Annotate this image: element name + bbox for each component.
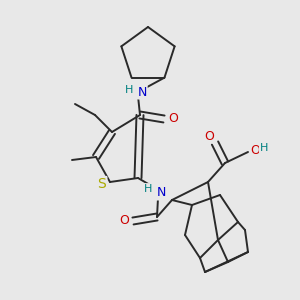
Text: O: O — [119, 214, 129, 227]
Text: S: S — [98, 177, 106, 191]
Text: H: H — [125, 85, 133, 95]
Text: O: O — [250, 143, 260, 157]
Text: O: O — [168, 112, 178, 125]
Text: H: H — [260, 143, 268, 153]
Text: H: H — [144, 184, 152, 194]
Text: N: N — [137, 85, 147, 98]
Text: N: N — [156, 187, 166, 200]
Text: O: O — [204, 130, 214, 142]
